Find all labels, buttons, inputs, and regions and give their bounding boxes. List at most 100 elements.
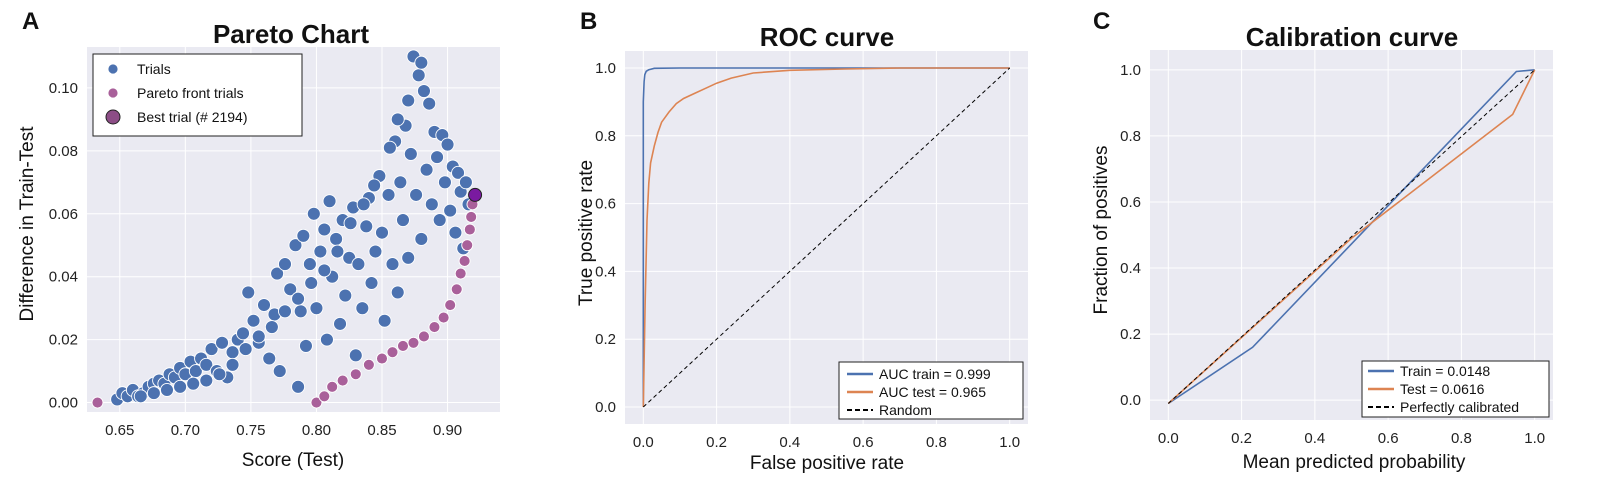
trial-point — [225, 357, 240, 372]
legend-label-trials: Trials — [137, 61, 171, 77]
trial-point — [443, 203, 458, 218]
trial-point — [329, 231, 344, 246]
trial-point — [264, 320, 279, 334]
panel-letter-c: C — [1093, 8, 1110, 35]
trial-point — [385, 257, 400, 272]
roc-line-0 — [642, 67, 1010, 407]
pareto-y-tick-label: 0.08 — [49, 143, 78, 160]
panel-letter-b: B — [580, 8, 597, 35]
legend-label-random: Random — [879, 402, 932, 418]
pareto-front-point — [407, 336, 420, 349]
pareto-front-point — [310, 396, 323, 409]
legend-label-perfectly-calibrated: Perfectly calibrated — [1400, 399, 1519, 415]
trial-point — [364, 276, 379, 290]
pareto-front-point — [397, 339, 409, 352]
pareto-legend-box — [92, 53, 303, 137]
pareto-x-tick-label: 0.65 — [105, 422, 134, 439]
trial-point — [199, 373, 214, 388]
pareto-ticks: 0.65 0.70 0.75 0.80 0.85 0.90 0.00 0.02 0.04 0.06… — [49, 80, 462, 439]
pareto-front-point — [461, 239, 474, 252]
roc-legend: AUC train = 0.999 AUC test = 0.965 Rando… — [838, 361, 1024, 420]
pareto-legend: Trials Pareto front trials Best trial (#… — [92, 53, 303, 137]
pareto-y-tick-label: 0.00 — [49, 395, 78, 412]
calibration-y-tick-label: 1.0 — [1120, 62, 1141, 79]
pareto-front-point — [463, 223, 476, 236]
calibration-line-0 — [1167, 69, 1535, 405]
trial-point — [382, 140, 397, 155]
pareto-x-tick-label: 0.80 — [302, 422, 331, 439]
calibration-x-tick-label: 0.4 — [1304, 430, 1325, 447]
trial-point — [241, 285, 256, 300]
trial-point — [212, 367, 227, 382]
roc-x-tick-label: 0.2 — [706, 434, 727, 451]
trial-point — [246, 313, 261, 328]
calibration-y-tick-label: 0.8 — [1120, 128, 1141, 145]
trial-point — [440, 137, 455, 152]
pareto-front-point — [444, 299, 457, 311]
calibration-y-axis-label: Fraction of positives — [1091, 146, 1112, 315]
roc-x-tick-label: 0.6 — [853, 434, 874, 451]
pareto-front-point — [450, 283, 463, 296]
trial-point — [437, 175, 452, 190]
roc-y-tick-label: 0.2 — [595, 331, 616, 348]
calibration-grid — [1150, 50, 1553, 420]
roc-x-tick-label: 0.4 — [779, 434, 800, 451]
pareto-x-axis-label: Score (Test) — [242, 450, 344, 471]
legend-label-auc-train: AUC train = 0.999 — [879, 366, 991, 382]
pareto-x-tick-label: 0.90 — [433, 422, 462, 439]
pareto-front-point — [326, 380, 339, 393]
calibration-y-tick-label: 0.2 — [1120, 326, 1141, 343]
roc-line-1 — [642, 67, 1010, 408]
trial-point — [146, 386, 161, 401]
trial-point — [414, 231, 429, 246]
calibration-x-tick-label: 0.8 — [1451, 430, 1472, 447]
calibration-curve-title: Calibration curve — [1246, 22, 1458, 52]
pareto-x-tick-label: 0.70 — [171, 422, 200, 439]
pareto-front-point — [336, 374, 349, 387]
roc-x-axis-label: False positive rate — [750, 453, 904, 474]
trial-point — [319, 332, 334, 347]
calibration-y-tick-label: 0.6 — [1120, 194, 1141, 211]
calibration-ticks: 0.0 0.2 0.4 0.6 0.8 1.0 0.0 0.2 0.4 0.6 0.8 1.0 — [1120, 62, 1545, 447]
pareto-front-point — [437, 311, 450, 324]
pareto-y-axis-label: Difference in Train-Test — [17, 126, 38, 322]
calibration-x-tick-label: 1.0 — [1524, 430, 1545, 447]
trial-point — [343, 216, 358, 231]
trial-point — [199, 357, 214, 372]
trial-point — [368, 244, 383, 259]
trial-point — [291, 291, 306, 306]
trial-point — [270, 266, 285, 281]
trial-point — [333, 316, 347, 331]
pareto-chart-title: Pareto Chart — [213, 19, 369, 49]
roc-x-tick-label: 0.8 — [926, 434, 947, 451]
trial-point — [304, 276, 319, 290]
trial-point — [204, 342, 219, 357]
trial-point — [160, 383, 174, 397]
legend-label-test: Test = 0.0616 — [1400, 381, 1485, 397]
pareto-front-point — [458, 255, 471, 267]
trial-point — [278, 257, 292, 272]
calibration-x-tick-label: 0.2 — [1231, 430, 1252, 447]
pareto-x-tick-label: 0.75 — [236, 422, 265, 439]
roc-lines — [642, 67, 1011, 408]
trial-point — [299, 338, 313, 353]
trial-point — [419, 162, 434, 177]
trial-point — [288, 238, 303, 253]
calibration-y-tick-label: 0.4 — [1120, 260, 1141, 277]
legend-label-auc-test: AUC test = 0.965 — [879, 384, 986, 400]
trial-point — [403, 147, 418, 161]
trial-point — [306, 206, 321, 221]
pareto-front-point — [428, 321, 441, 333]
trial-point — [409, 187, 424, 202]
pareto-front-point — [91, 396, 104, 409]
legend-label-pareto-front: Pareto front trials — [137, 85, 244, 101]
pareto-front-point — [418, 330, 430, 343]
pareto-y-tick-label: 0.06 — [49, 206, 78, 223]
trial-point — [375, 225, 389, 240]
trial-point — [272, 364, 287, 379]
pareto-y-tick-label: 0.02 — [49, 332, 78, 349]
calibration-legend: Train = 0.0148 Test = 0.0616 Perfectly c… — [1361, 360, 1550, 418]
pareto-y-tick-label: 0.10 — [49, 80, 78, 97]
trial-point — [390, 285, 405, 300]
